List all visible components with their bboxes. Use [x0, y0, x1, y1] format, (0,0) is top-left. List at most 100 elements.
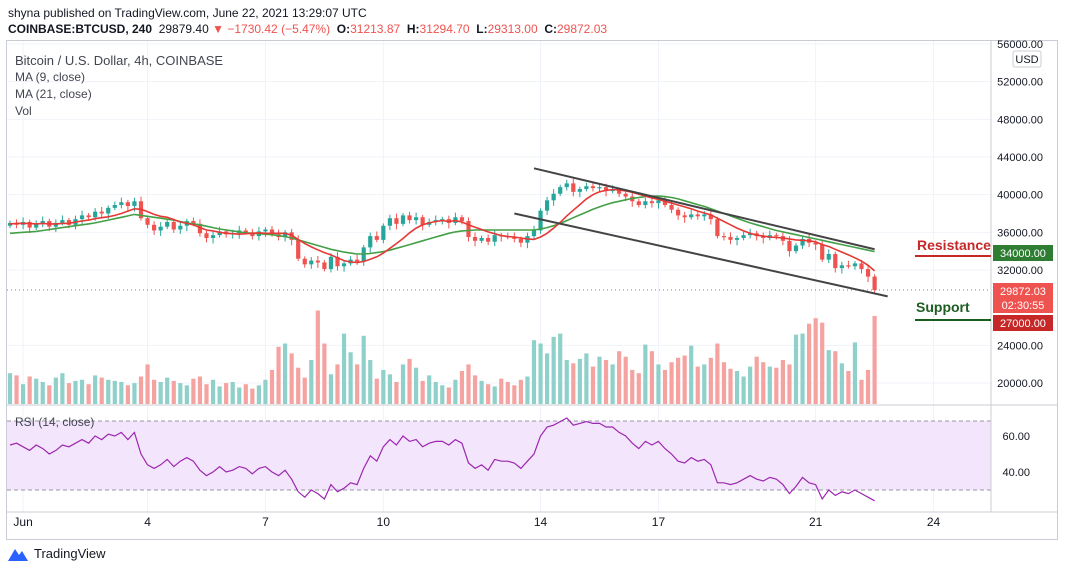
candle-body — [748, 233, 753, 236]
volume-bar — [479, 380, 484, 404]
candle-body — [315, 260, 320, 263]
high-value: 31294.70 — [419, 22, 470, 36]
candle-body — [191, 221, 196, 224]
time-tick-label: 4 — [144, 515, 151, 529]
volume-bar — [440, 385, 445, 404]
candle-body — [617, 189, 622, 194]
low-value: 29313.00 — [487, 22, 538, 36]
candle-body — [872, 276, 877, 291]
volume-bar — [152, 379, 157, 404]
candle-body — [171, 221, 176, 230]
volume-bar — [132, 383, 137, 404]
candle-body — [859, 263, 864, 270]
volume-bar — [865, 369, 871, 404]
last-price-badge — [993, 283, 1053, 313]
ma-badge — [993, 245, 1053, 261]
price-tick-label: 52000.00 — [997, 77, 1043, 89]
price-tick-label: 32000.00 — [997, 265, 1043, 277]
volume-bar — [774, 367, 779, 404]
volume-bar — [859, 379, 864, 404]
support-label: Support — [916, 299, 970, 315]
volume-bar — [787, 364, 792, 404]
volume-bar — [590, 366, 596, 404]
chart-title: Bitcoin / U.S. Dollar, 4h, COINBASE — [15, 53, 224, 68]
channel-upper-line — [533, 167, 875, 251]
rsi-line — [9, 417, 875, 502]
volume-bar — [656, 364, 661, 404]
volume-bar — [21, 384, 26, 404]
candle-body — [689, 214, 694, 218]
volume-bar — [328, 374, 334, 404]
candle-body — [309, 260, 314, 265]
volume-bar — [551, 336, 556, 404]
volume-bar — [558, 333, 563, 404]
candle-body — [564, 183, 569, 188]
candle-body — [165, 221, 170, 227]
volume-bar — [472, 375, 478, 404]
volume-bar — [820, 322, 825, 404]
time-axis: Jun 4 7 10 14 17 21 24 — [13, 515, 940, 529]
candle-body — [335, 256, 340, 267]
candle-body — [761, 236, 766, 238]
candle-body — [800, 238, 805, 246]
price-axis: 56000.00 52000.00 48000.00 44000.00 40000.00… — [997, 39, 1043, 479]
volume-bar — [610, 364, 615, 404]
volume-bar — [669, 362, 674, 404]
volume-bar — [27, 376, 32, 404]
volume-bar — [695, 366, 700, 404]
chart-frame — [6, 40, 1058, 540]
volume-bar — [289, 353, 294, 404]
volume-bar — [125, 385, 130, 404]
volume-bar — [538, 343, 543, 404]
volume-bar — [754, 356, 759, 404]
volume-bar — [531, 340, 537, 404]
candle-body — [708, 214, 713, 220]
volume-bar — [335, 364, 340, 404]
volume-bar — [833, 351, 838, 404]
candle-body — [106, 207, 111, 214]
publication-line: shyna published on TradingView.com, June… — [8, 6, 367, 20]
candle-body — [119, 202, 124, 206]
volume-bar — [721, 362, 727, 404]
candle-body — [656, 200, 661, 204]
rsi-series — [9, 417, 875, 502]
candle-body — [204, 233, 209, 238]
time-tick-label: 14 — [534, 515, 548, 529]
candle-body — [440, 219, 445, 221]
volume-bar — [250, 388, 255, 404]
tradingview-logo-icon — [8, 548, 28, 561]
brand-name: TradingView — [34, 546, 106, 561]
time-tick-label: Jun — [13, 515, 32, 529]
candle-body — [820, 244, 825, 260]
candle-body — [643, 201, 648, 206]
candle-body — [296, 239, 301, 259]
ma21-legend: MA (21, close) — [15, 87, 92, 101]
volume-bar — [728, 368, 733, 404]
candle-body — [734, 237, 740, 240]
volume-bar — [636, 373, 641, 404]
candle-body — [623, 193, 628, 197]
candle-body — [407, 215, 412, 221]
volume-bar — [60, 373, 65, 404]
volume-bar — [322, 343, 327, 404]
candle-body — [27, 221, 32, 228]
volume-bar — [112, 380, 117, 404]
volume-legend: Vol — [15, 104, 32, 118]
volume-bar — [119, 382, 124, 404]
rsi-tick-label: 60.00 — [1002, 431, 1030, 443]
volume-bar — [872, 316, 877, 404]
footer-brand[interactable]: TradingView — [8, 546, 106, 561]
volume-bar — [341, 333, 347, 404]
candle-body — [682, 215, 687, 218]
volume-bar — [138, 376, 144, 404]
ma9-legend: MA (9, close) — [15, 70, 86, 84]
volume-bar — [263, 379, 268, 404]
volume-bars — [7, 310, 877, 404]
ma-badge-value: 34000.00 — [1000, 248, 1046, 260]
candle-body — [112, 205, 117, 208]
volume-bar — [676, 357, 681, 404]
volume-bar — [171, 380, 176, 404]
price-tick-label: 20000.00 — [997, 378, 1043, 390]
price-tick-label: 48000.00 — [997, 114, 1043, 126]
